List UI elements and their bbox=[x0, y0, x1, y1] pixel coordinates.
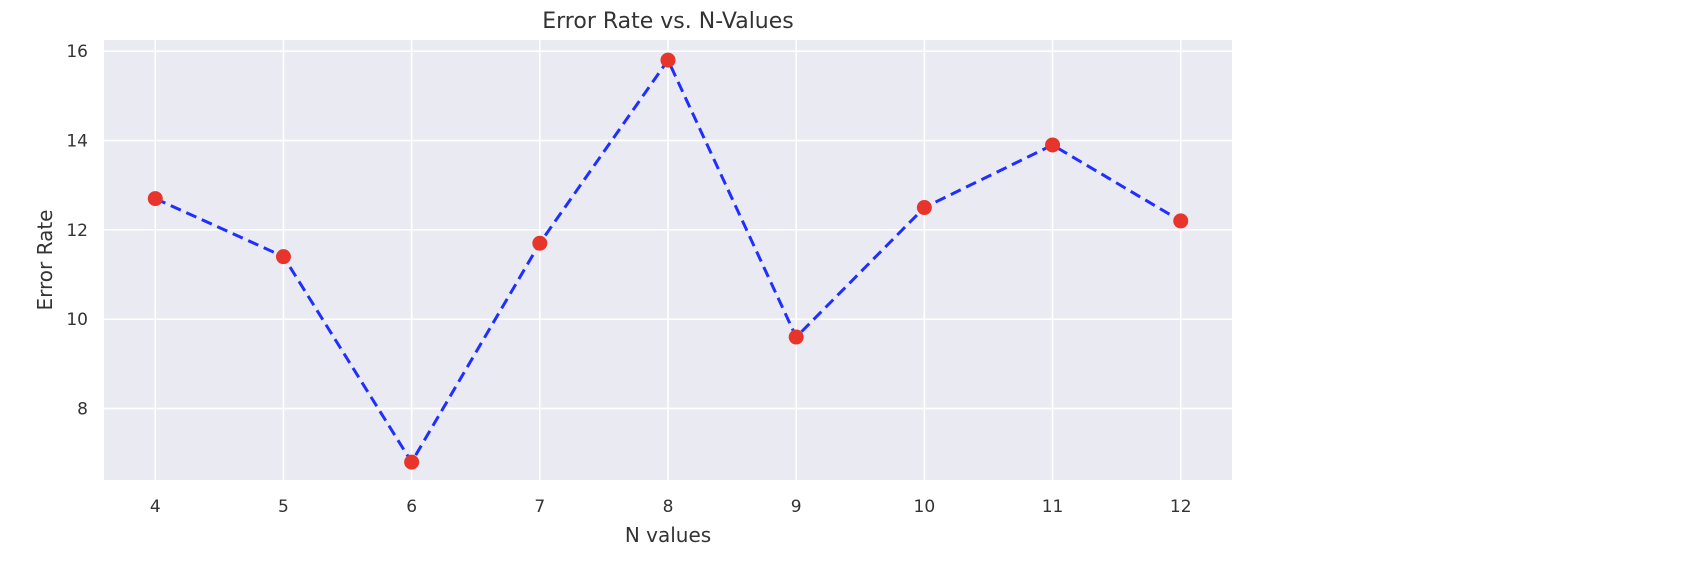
x-tick-label: 10 bbox=[914, 497, 936, 517]
x-axis-label: N values bbox=[625, 523, 711, 547]
y-tick-label: 12 bbox=[66, 221, 88, 241]
data-point bbox=[916, 200, 932, 216]
y-tick-label: 8 bbox=[77, 400, 88, 420]
grid bbox=[104, 40, 1232, 480]
x-tick-label: 6 bbox=[406, 497, 417, 517]
x-tick-labels: 4 5 6 7 8 9 10 11 12 bbox=[150, 497, 1192, 517]
x-tick-label: 9 bbox=[791, 497, 802, 517]
data-point bbox=[660, 52, 676, 68]
y-tick-labels: 8 10 12 14 16 bbox=[66, 42, 88, 419]
x-tick-label: 11 bbox=[1042, 497, 1064, 517]
data-point bbox=[788, 329, 804, 345]
x-tick-label: 8 bbox=[663, 497, 674, 517]
data-point bbox=[532, 235, 548, 251]
data-point bbox=[404, 454, 420, 470]
data-point bbox=[275, 249, 291, 265]
data-points bbox=[147, 52, 1189, 470]
data-point bbox=[1045, 137, 1061, 153]
y-axis-label: Error Rate bbox=[33, 210, 57, 311]
y-tick-label: 10 bbox=[66, 310, 88, 330]
data-point bbox=[1173, 213, 1189, 229]
x-tick-label: 12 bbox=[1170, 497, 1192, 517]
data-point bbox=[147, 191, 163, 207]
x-tick-label: 7 bbox=[534, 497, 545, 517]
x-tick-label: 5 bbox=[278, 497, 289, 517]
chart-title: Error Rate vs. N-Values bbox=[542, 9, 794, 34]
y-tick-label: 14 bbox=[66, 132, 88, 152]
y-tick-label: 16 bbox=[66, 42, 88, 62]
x-tick-label: 4 bbox=[150, 497, 161, 517]
